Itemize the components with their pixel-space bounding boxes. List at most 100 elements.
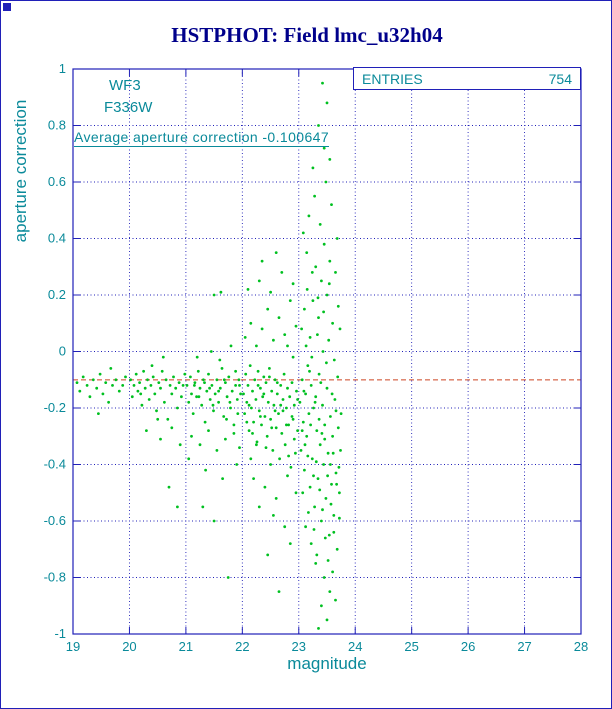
x-tick-label: 23 <box>292 639 306 654</box>
data-point <box>238 446 241 449</box>
data-point <box>291 417 295 421</box>
data-point <box>246 288 250 291</box>
data-point <box>290 381 294 384</box>
data-point <box>326 451 330 455</box>
data-point <box>320 432 324 435</box>
data-point <box>310 457 314 461</box>
x-tick-label: 19 <box>66 639 80 654</box>
data-point <box>304 392 307 396</box>
data-point <box>280 432 284 435</box>
data-point <box>322 146 326 150</box>
data-point <box>190 392 193 396</box>
y-tick-label: 0.4 <box>48 231 66 246</box>
data-point <box>166 417 170 421</box>
y-tick-label: -0.4 <box>44 457 66 472</box>
average-correction-label: Average aperture correction -0.100647 <box>74 129 330 147</box>
data-point <box>189 375 192 379</box>
data-point <box>163 400 166 404</box>
data-point <box>202 378 205 382</box>
data-point <box>129 378 133 382</box>
data-point <box>134 372 138 376</box>
filter-label: F336W <box>104 99 153 116</box>
data-point <box>85 384 89 387</box>
data-point <box>263 415 267 418</box>
data-point <box>332 530 336 534</box>
data-point <box>255 443 258 447</box>
data-point <box>124 375 127 379</box>
data-point <box>314 395 318 399</box>
data-point <box>303 443 307 447</box>
data-point <box>326 474 329 478</box>
window-corner-marker <box>3 3 11 11</box>
data-point <box>197 395 201 399</box>
data-point <box>176 505 179 509</box>
data-point <box>305 288 309 291</box>
data-point <box>296 398 299 401</box>
data-point <box>269 417 272 421</box>
detector-label: WF3 <box>109 77 141 94</box>
data-point <box>261 395 265 399</box>
data-point <box>81 375 85 379</box>
data-point <box>301 231 305 235</box>
data-point <box>229 406 232 410</box>
data-point <box>317 417 321 421</box>
data-point <box>232 423 236 427</box>
data-point <box>235 463 239 466</box>
data-point <box>245 400 249 404</box>
x-axis-title: magnitude <box>287 654 367 673</box>
data-point <box>272 338 275 342</box>
data-point <box>104 381 108 384</box>
data-point <box>314 460 318 464</box>
data-point <box>330 482 333 486</box>
data-point <box>207 372 210 376</box>
data-point <box>259 415 262 418</box>
data-point <box>273 409 277 413</box>
data-point <box>312 528 316 531</box>
data-point <box>221 477 225 480</box>
data-point <box>243 412 247 415</box>
data-point <box>303 468 306 472</box>
data-point <box>323 536 327 540</box>
data-point <box>266 400 270 404</box>
data-point <box>229 344 233 348</box>
data-point <box>301 420 305 424</box>
data-point <box>334 471 338 475</box>
data-point <box>183 372 187 376</box>
data-point <box>260 423 263 427</box>
data-point <box>321 350 325 353</box>
data-point <box>252 477 256 480</box>
data-point <box>212 293 216 297</box>
data-point <box>190 434 193 438</box>
data-point <box>247 403 251 407</box>
data-point <box>210 384 214 387</box>
data-point <box>315 429 319 432</box>
data-point <box>331 570 334 574</box>
data-point <box>245 420 249 424</box>
data-point <box>269 463 272 466</box>
data-point <box>334 598 337 602</box>
data-point <box>306 364 310 367</box>
data-point <box>310 271 314 274</box>
data-point <box>217 389 221 393</box>
data-point <box>226 576 230 579</box>
data-point <box>326 559 330 562</box>
data-point <box>111 384 114 387</box>
data-point <box>288 395 292 399</box>
data-point <box>316 296 320 300</box>
data-point <box>174 386 178 390</box>
data-point <box>266 553 270 557</box>
data-point <box>155 409 158 413</box>
data-point <box>306 454 310 458</box>
data-point <box>167 485 171 489</box>
data-point <box>322 310 325 314</box>
data-point <box>250 406 253 410</box>
data-point <box>325 361 328 365</box>
data-point <box>294 324 298 328</box>
data-point <box>294 491 298 495</box>
data-point <box>237 378 241 382</box>
data-point <box>290 415 294 418</box>
data-point <box>285 406 288 410</box>
data-point <box>336 375 340 379</box>
data-point <box>274 251 278 255</box>
